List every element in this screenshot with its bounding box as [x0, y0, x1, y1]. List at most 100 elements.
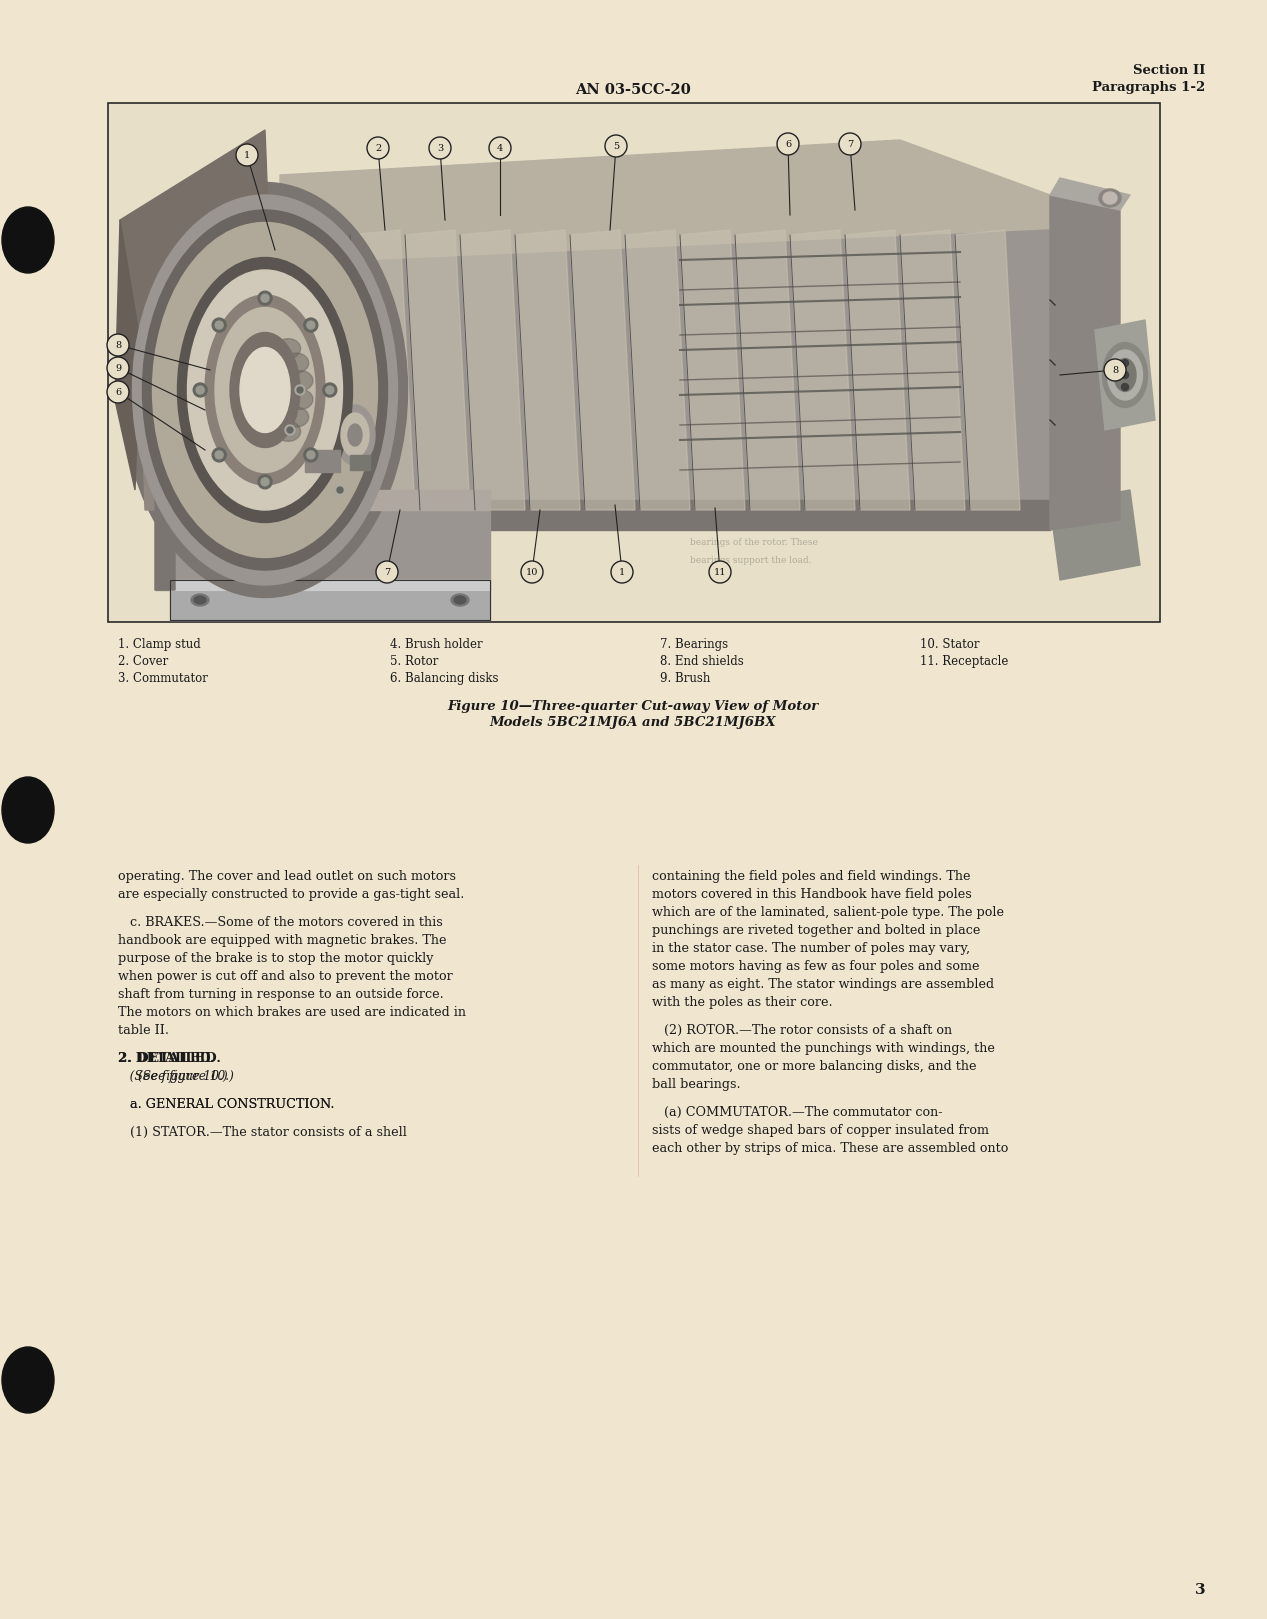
Bar [350, 455, 370, 470]
Text: bearings support the load.: bearings support the load. [691, 555, 811, 565]
Text: c. BRAKES.—Some of the motors covered in this: c. BRAKES.—Some of the motors covered in… [118, 916, 442, 929]
Ellipse shape [1121, 371, 1129, 379]
Ellipse shape [3, 207, 54, 274]
Ellipse shape [261, 478, 269, 486]
Text: 7: 7 [384, 568, 390, 576]
Polygon shape [170, 580, 490, 589]
Text: 2. DETAILED.: 2. DETAILED. [118, 1052, 214, 1065]
Ellipse shape [261, 295, 269, 303]
Bar [305, 450, 340, 473]
Text: motors covered in this Handbook have field poles: motors covered in this Handbook have fie… [653, 887, 972, 902]
Text: ball bearings.: ball bearings. [653, 1078, 741, 1091]
Ellipse shape [1104, 193, 1117, 204]
Polygon shape [120, 130, 270, 340]
Ellipse shape [1121, 384, 1129, 390]
Ellipse shape [188, 270, 342, 510]
Polygon shape [514, 230, 580, 510]
Text: The motors on which brakes are used are indicated in: The motors on which brakes are used are … [118, 1005, 466, 1018]
Ellipse shape [258, 291, 272, 306]
Ellipse shape [191, 594, 209, 606]
Ellipse shape [3, 1347, 54, 1413]
Ellipse shape [334, 405, 375, 465]
Ellipse shape [1098, 189, 1121, 207]
Ellipse shape [348, 424, 362, 445]
Text: 9: 9 [115, 364, 122, 372]
Text: purpose of the brake is to stop the motor quickly: purpose of the brake is to stop the moto… [118, 952, 433, 965]
Ellipse shape [326, 385, 333, 393]
Text: (1) STATOR.—The stator consists of a shell: (1) STATOR.—The stator consists of a she… [118, 1125, 407, 1138]
Text: b. END-SHIELDS: b. END-SHIELDS [691, 502, 770, 512]
Ellipse shape [1107, 350, 1143, 400]
Polygon shape [350, 230, 416, 510]
Text: a stator support and the stator: a stator support and the stator [691, 431, 832, 439]
Ellipse shape [276, 421, 300, 442]
Ellipse shape [215, 321, 223, 329]
Ellipse shape [334, 486, 345, 495]
Text: a. GENERAL CONSTRUCTION.: a. GENERAL CONSTRUCTION. [118, 1098, 334, 1111]
Text: (a) COMMUTATOR.—The commutator con-: (a) COMMUTATOR.—The commutator con- [653, 1106, 943, 1119]
Text: 1: 1 [243, 151, 250, 160]
Polygon shape [735, 230, 799, 510]
Text: which are of the laminated, salient-pole type. The pole: which are of the laminated, salient-pole… [653, 907, 1003, 920]
Text: 4. Brush holder: 4. Brush holder [390, 638, 483, 651]
Ellipse shape [106, 380, 129, 403]
Text: bearings of the rotor. These: bearings of the rotor. These [691, 538, 818, 547]
Text: (See figure 10.): (See figure 10.) [118, 1070, 228, 1083]
Polygon shape [155, 491, 490, 510]
Polygon shape [845, 230, 910, 510]
Polygon shape [680, 230, 745, 510]
Ellipse shape [341, 413, 369, 457]
Text: 3. Commutator: 3. Commutator [118, 672, 208, 685]
Ellipse shape [212, 448, 227, 461]
Ellipse shape [215, 308, 315, 473]
Polygon shape [170, 580, 490, 620]
Ellipse shape [133, 194, 398, 584]
Ellipse shape [142, 210, 388, 570]
Text: in the stator case. The number of poles may vary,: in the stator case. The number of poles … [653, 942, 971, 955]
Text: Models 5BC21MJ6A and 5BC21MJ6BX: Models 5BC21MJ6A and 5BC21MJ6BX [490, 716, 777, 729]
Polygon shape [1050, 194, 1120, 529]
Text: 2. DETAILED.: 2. DETAILED. [118, 1052, 220, 1065]
Polygon shape [460, 230, 525, 510]
Text: Figure 10—Three-quarter Cut-away View of Motor: Figure 10—Three-quarter Cut-away View of… [447, 699, 818, 712]
Text: 5. Rotor: 5. Rotor [390, 656, 438, 669]
Ellipse shape [231, 332, 300, 447]
Ellipse shape [288, 371, 313, 390]
Text: are especially constructed to provide a gas-tight seal.: are especially constructed to provide a … [118, 887, 465, 902]
Text: (See figure 10.): (See figure 10.) [138, 1070, 234, 1083]
Polygon shape [791, 230, 855, 510]
Text: of the commutator and the commutator bars: of the commutator and the commutator bar… [691, 466, 896, 474]
Ellipse shape [521, 562, 544, 583]
Ellipse shape [323, 384, 337, 397]
Text: handbook are equipped with magnetic brakes. The: handbook are equipped with magnetic brak… [118, 934, 446, 947]
Polygon shape [900, 230, 965, 510]
Text: containing the field poles and field windings. The: containing the field poles and field win… [653, 869, 971, 882]
Text: 10. Stator: 10. Stator [920, 638, 979, 651]
Text: punchings are riveted together and bolted in place: punchings are riveted together and bolte… [653, 924, 981, 937]
Ellipse shape [454, 596, 466, 604]
Ellipse shape [1114, 358, 1136, 392]
Polygon shape [155, 510, 490, 589]
Text: the shaft, which are of the commutator type. The: the shaft, which are of the commutator t… [691, 448, 917, 457]
Text: Paragraphs 1-2: Paragraphs 1-2 [1092, 81, 1205, 94]
Text: as many as eight. The stator windings are assembled: as many as eight. The stator windings ar… [653, 978, 995, 991]
Polygon shape [1050, 178, 1130, 210]
Polygon shape [155, 479, 175, 589]
Ellipse shape [839, 133, 862, 155]
Ellipse shape [215, 452, 223, 458]
Ellipse shape [239, 348, 290, 432]
Text: 4: 4 [497, 144, 503, 152]
Ellipse shape [288, 390, 313, 410]
Text: 1. Clamp stud: 1. Clamp stud [118, 638, 200, 651]
Polygon shape [405, 230, 470, 510]
Text: 6: 6 [786, 139, 791, 149]
Text: 2: 2 [375, 144, 381, 152]
Polygon shape [280, 139, 1050, 266]
Text: 1: 1 [618, 568, 625, 576]
Text: table II.: table II. [118, 1023, 169, 1036]
Polygon shape [115, 220, 139, 491]
Text: (2) ROTOR.—The rotor consists of a shaft on: (2) ROTOR.—The rotor consists of a shaft… [653, 1023, 952, 1036]
Text: 9. Brush: 9. Brush [660, 672, 711, 685]
Ellipse shape [212, 317, 227, 332]
Text: when power is cut off and also to prevent the motor: when power is cut off and also to preven… [118, 970, 452, 983]
